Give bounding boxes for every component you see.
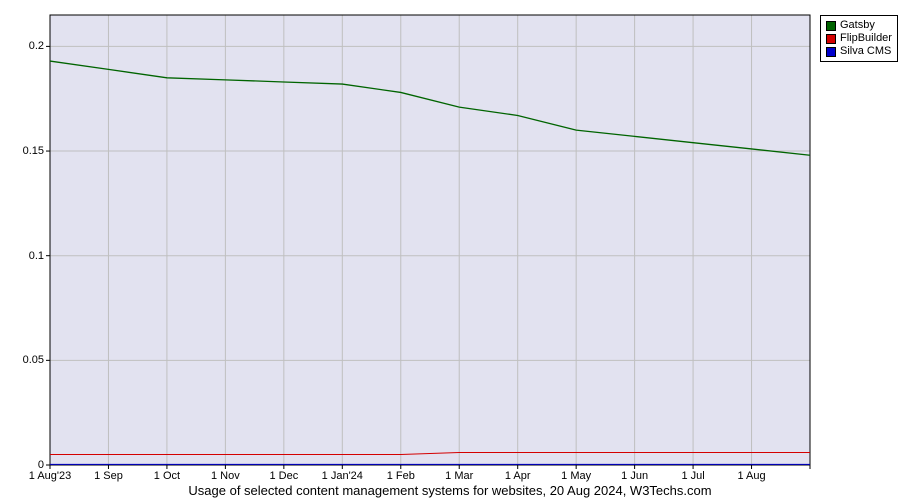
x-tick-label: 1 Aug [737, 470, 765, 482]
legend-swatch [826, 34, 836, 44]
x-tick-label: 1 Dec [269, 470, 298, 482]
x-tick-label: 1 Nov [211, 470, 240, 482]
legend-label: Silva CMS [840, 45, 891, 58]
caption-text: Usage of selected content management sys… [0, 483, 900, 498]
x-tick-label: 1 Aug'23 [29, 470, 71, 482]
legend-item: FlipBuilder [826, 32, 892, 45]
legend-label: Gatsby [840, 19, 875, 32]
legend-item: Gatsby [826, 19, 892, 32]
chart-container: { "chart": { "type": "line", "plot_area"… [0, 0, 900, 500]
y-tick-label: 0.1 [4, 250, 44, 262]
x-tick-label: 1 Sep [94, 470, 123, 482]
x-tick-label: 1 Oct [154, 470, 180, 482]
legend-item: Silva CMS [826, 45, 892, 58]
y-tick-label: 0.15 [4, 145, 44, 157]
x-tick-label: 1 Apr [505, 470, 531, 482]
legend-swatch [826, 21, 836, 31]
y-tick-label: 0.2 [4, 40, 44, 52]
x-tick-label: 1 May [561, 470, 591, 482]
x-tick-label: 1 Jun [621, 470, 648, 482]
x-tick-label: 1 Jan'24 [322, 470, 363, 482]
legend-box: GatsbyFlipBuilderSilva CMS [820, 15, 898, 62]
x-tick-label: 1 Jul [681, 470, 704, 482]
x-tick-label: 1 Feb [387, 470, 415, 482]
legend-swatch [826, 47, 836, 57]
legend-label: FlipBuilder [840, 32, 892, 45]
plot-svg [0, 0, 900, 500]
y-tick-label: 0.05 [4, 354, 44, 366]
x-tick-label: 1 Mar [445, 470, 473, 482]
